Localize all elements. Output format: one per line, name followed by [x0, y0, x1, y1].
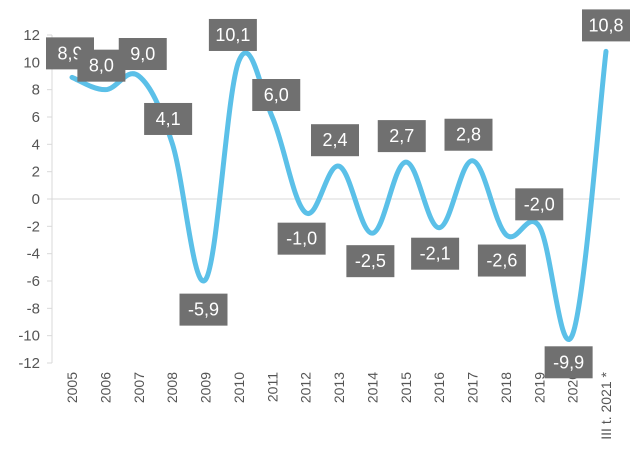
data-label-box — [311, 124, 359, 157]
data-label-text: 8,0 — [89, 56, 114, 76]
x-tick-label: III t. 2021 * — [598, 371, 614, 439]
data-label-text: 10,1 — [215, 25, 250, 45]
x-tick-label: 2012 — [298, 372, 314, 403]
data-label: 2,4 — [311, 124, 359, 167]
x-tick-label: 2007 — [131, 372, 147, 403]
data-label-box — [444, 118, 493, 151]
data-label-box — [179, 293, 228, 326]
data-label: -2,1 — [411, 227, 460, 270]
x-tick-label: 2005 — [64, 372, 80, 403]
x-tick-label: 2015 — [398, 372, 414, 403]
y-tick-label: 4 — [32, 136, 40, 153]
data-label-text: 6,0 — [264, 85, 289, 105]
data-label-box — [377, 120, 426, 153]
data-label: 2,8 — [444, 118, 493, 161]
data-label-box — [411, 237, 460, 270]
data-label-box — [477, 244, 526, 277]
data-label-box — [208, 18, 257, 51]
data-label-box — [582, 9, 630, 42]
data-label-text: 2,7 — [389, 126, 414, 146]
data-label: -2,0 — [515, 188, 564, 227]
y-tick-label: -8 — [27, 300, 40, 317]
data-label-box — [544, 346, 593, 379]
data-label: 6,0 — [252, 79, 301, 118]
x-tick-label: 2014 — [364, 372, 380, 403]
y-tick-label: 8 — [32, 82, 40, 99]
x-tick-label: 2018 — [498, 372, 514, 403]
data-label-text: 9,0 — [130, 44, 155, 64]
y-axis: 12 10 8 6 4 2 0 -2 -4 -6 -8 -10 -12 — [18, 27, 53, 372]
x-tick-label: 2016 — [431, 372, 447, 403]
data-labels: 8,9 8,0 9,0 4,1 -5,9 10,1 6,0 -1,0 2,4 -2,5 2,7 -2,… — [46, 9, 630, 379]
x-tick-label: 2017 — [465, 372, 481, 403]
data-label-text: -2,5 — [355, 251, 386, 271]
x-axis: 2005 2006 2007 2008 2009 2010 2011 2012 2013 2014… — [64, 371, 614, 439]
data-label: 2,7 — [377, 120, 426, 163]
data-label-box — [252, 79, 301, 111]
data-label: -2,6 — [477, 234, 526, 277]
data-label-text: -2,0 — [524, 194, 555, 214]
data-label-text: -2,6 — [486, 251, 517, 271]
data-label: -9,9 — [544, 334, 593, 379]
data-label-text: -1,0 — [286, 229, 317, 249]
y-tick-label: -6 — [27, 273, 40, 290]
data-label: -2,5 — [346, 233, 395, 278]
data-label: -5,9 — [179, 279, 228, 326]
data-label-box — [277, 222, 326, 255]
data-label: -1,0 — [277, 212, 326, 255]
data-label-text: -2,1 — [420, 244, 451, 264]
y-tick-label: 0 — [32, 191, 40, 208]
y-tick-label: -12 — [18, 355, 40, 372]
data-label-box — [515, 188, 564, 221]
y-tick-label: 10 — [23, 54, 40, 71]
data-label-box — [144, 102, 193, 135]
data-label-text: 8,9 — [57, 43, 82, 63]
data-label: 10,8 — [582, 9, 630, 52]
data-label: 10,1 — [208, 18, 257, 62]
y-tick-label: -10 — [18, 328, 40, 345]
data-label-box — [346, 245, 395, 278]
x-tick-label: 2010 — [231, 372, 247, 403]
x-tick-label: 2006 — [97, 372, 113, 403]
y-tick-label: 6 — [32, 109, 40, 126]
data-label-box — [77, 49, 126, 82]
data-label-text: -5,9 — [188, 300, 219, 320]
data-label: 8,0 — [77, 49, 126, 90]
data-label-text: 10,8 — [588, 15, 623, 35]
data-label-box — [118, 38, 167, 70]
data-label-text: 2,4 — [322, 130, 347, 150]
data-label-text: -9,9 — [553, 352, 584, 372]
y-tick-label: -4 — [27, 246, 40, 263]
x-tick-label: 2008 — [164, 372, 180, 403]
x-tick-label: 2020 — [565, 372, 581, 403]
x-tick-label: 2009 — [198, 372, 214, 403]
data-label-text: 2,8 — [456, 125, 481, 145]
data-label: 4,1 — [144, 102, 193, 144]
x-tick-label: 2013 — [331, 372, 347, 403]
data-label: 9,0 — [118, 38, 167, 77]
data-label-text: 4,1 — [156, 109, 181, 129]
x-tick-label: 2019 — [531, 372, 547, 403]
y-tick-label: 2 — [32, 164, 40, 181]
y-tick-label: -2 — [27, 218, 40, 235]
x-tick-label: 2011 — [264, 372, 280, 402]
y-tick-label: 12 — [23, 27, 40, 44]
